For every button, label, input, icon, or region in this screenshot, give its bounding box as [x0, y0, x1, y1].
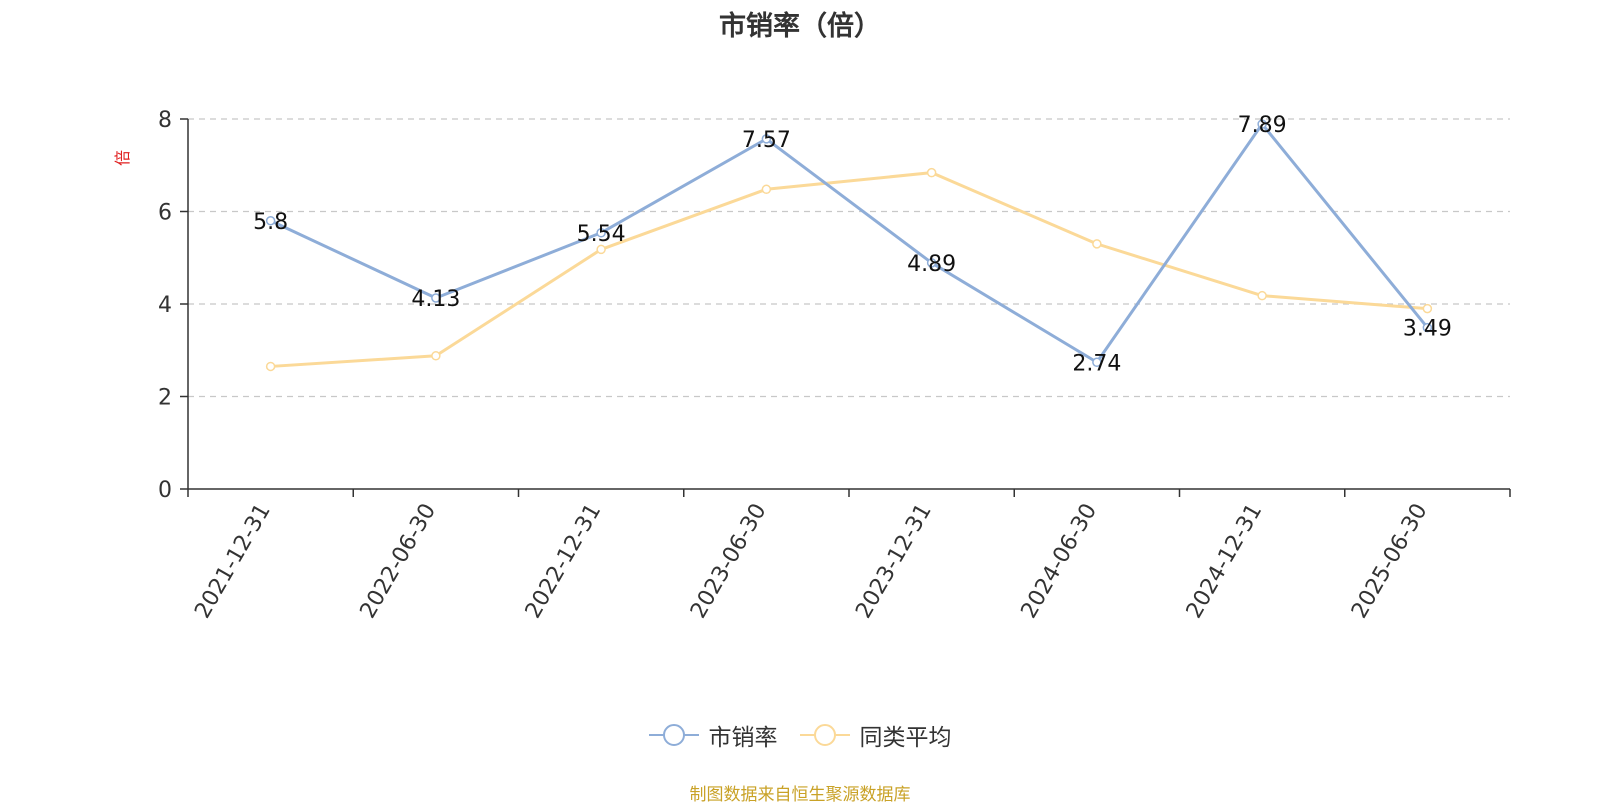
x-tick-label-4: 2023-12-31 [851, 500, 937, 623]
series-1-point-5 [1092, 239, 1102, 249]
legend-label-0: 市销率 [708, 725, 778, 751]
series [265, 119, 1433, 372]
series-1-point-6 [1257, 290, 1267, 301]
y-tick-label-4: 8 [158, 108, 172, 133]
x-tick-label-6: 2024-12-31 [1182, 500, 1268, 623]
data-label-1: 4.13 [411, 287, 460, 312]
data-label-3: 7.57 [742, 128, 791, 153]
series-0-point-3 [761, 134, 772, 144]
legend-swatch-1 [799, 724, 850, 746]
series-1-point-4 [926, 167, 937, 178]
y-tick-label-1: 2 [158, 386, 172, 411]
x-tick-label-1: 2022-06-30 [355, 500, 441, 623]
series-1-point-3 [761, 184, 772, 195]
data-label-4: 4.89 [907, 252, 956, 277]
series-0-point-5 [1092, 357, 1102, 368]
y-tick-label-3: 6 [158, 201, 172, 226]
series-line-1 [270, 171, 1428, 368]
x-tick-label-3: 2023-06-30 [686, 500, 772, 623]
legend-swatch-0 [648, 724, 699, 746]
series-line-0 [269, 122, 1429, 364]
x-tick-label-0: 2021-12-31 [190, 500, 276, 623]
data-label-6: 7.89 [1238, 113, 1287, 138]
series-1-point-1 [431, 351, 441, 361]
data-label-5: 2.74 [1072, 351, 1121, 376]
x-tick-label-2: 2022-12-31 [521, 500, 607, 623]
data-label-0: 5.8 [253, 210, 288, 235]
source-note: 制图数据来自恒生聚源数据库 [689, 785, 911, 805]
data-label-7: 3.49 [1403, 317, 1452, 342]
series-1-point-7 [1422, 303, 1433, 314]
x-tick-label-5: 2024-06-30 [1016, 500, 1102, 623]
x-tick-label-7: 2025-06-30 [1347, 500, 1433, 623]
legend: 市销率 同类平均 [0, 718, 1600, 752]
y-tick-label-0: 0 [158, 478, 172, 503]
series-0-point-7 [1422, 322, 1433, 333]
series-0-point-1 [431, 293, 441, 303]
series-0-point-0 [265, 216, 276, 226]
axes: 0 2 4 6 8 2021-12-31 2022-06-30 2022-12-31 2023-… [158, 108, 1511, 623]
series-0-point-6 [1257, 119, 1267, 129]
legend-label-1: 同类平均 [859, 725, 952, 751]
series-0-point-2 [596, 228, 606, 238]
data-labels: 5.8 4.13 5.54 7.57 4.89 2.74 7.89 3.49 [253, 113, 1452, 376]
series-0-point-4 [926, 258, 937, 268]
series-1-point-2 [596, 244, 606, 255]
y-tick-label-2: 4 [158, 293, 172, 318]
legend-item-0[interactable]: 市销率 [648, 718, 778, 752]
y-axis-label: 倍 [113, 150, 132, 166]
grid-lines [188, 118, 1510, 398]
series-1-point-0 [265, 361, 276, 372]
legend-item-1[interactable]: 同类平均 [799, 718, 952, 752]
data-label-2: 5.54 [577, 222, 626, 247]
chart-title: 市销率（倍） [719, 11, 881, 42]
